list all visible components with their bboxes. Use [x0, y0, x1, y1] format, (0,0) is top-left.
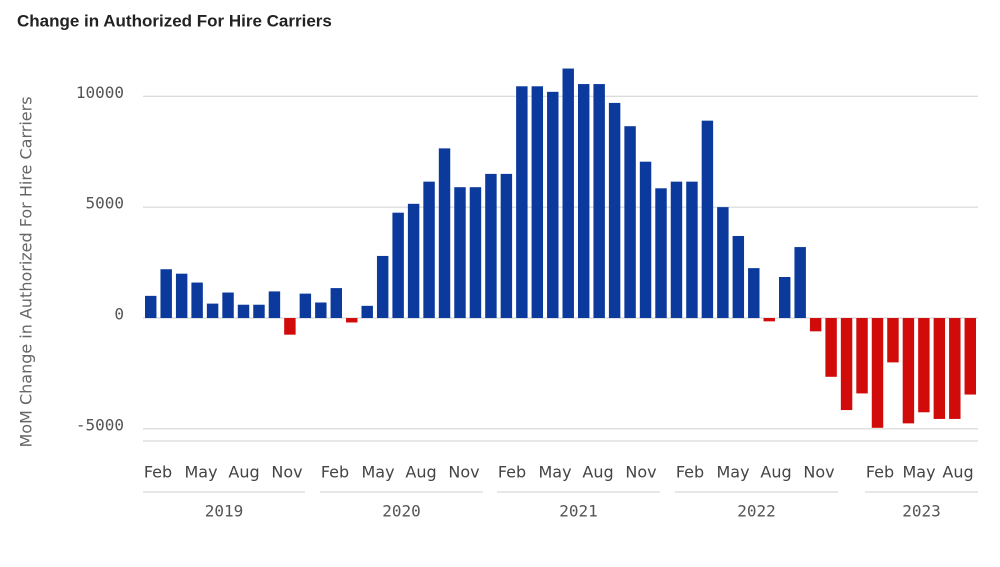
- bar: [856, 318, 868, 394]
- bar: [407, 203, 420, 319]
- y-tick-label: 10000: [76, 83, 124, 102]
- y-axis-label: MoM Change in Authorized For Hire Carrie…: [17, 96, 36, 447]
- bar: [299, 293, 312, 319]
- x-tick-label: Aug: [582, 463, 613, 482]
- bar: [469, 187, 482, 319]
- bar: [608, 102, 621, 319]
- bar: [346, 318, 358, 323]
- bar: [500, 173, 513, 319]
- bar: [175, 273, 188, 319]
- x-tick-label: Feb: [144, 463, 172, 482]
- bar: [191, 282, 203, 319]
- bar: [933, 318, 946, 419]
- x-tick-label: Feb: [676, 463, 704, 482]
- bar: [732, 235, 745, 319]
- year-label: 2019: [205, 502, 244, 521]
- year-label: 2021: [559, 502, 598, 521]
- bar: [145, 295, 157, 319]
- bar: [840, 318, 853, 411]
- x-tick-label: May: [361, 463, 394, 482]
- year-label: 2023: [902, 502, 941, 521]
- bar: [423, 181, 435, 319]
- bar: [902, 318, 915, 424]
- bar: [624, 126, 636, 319]
- bar: [438, 148, 451, 319]
- bar: [330, 288, 343, 319]
- x-tick-label: May: [538, 463, 571, 482]
- bar: [809, 318, 822, 332]
- bar: [284, 318, 296, 335]
- bar: [655, 188, 667, 319]
- bar: [516, 86, 528, 319]
- bar: [485, 173, 497, 319]
- bar: [887, 318, 899, 363]
- x-tick-label: Aug: [760, 463, 791, 482]
- bar: [577, 84, 590, 319]
- bar: [593, 84, 605, 319]
- x-tick-label: May: [716, 463, 749, 482]
- bar: [237, 304, 250, 319]
- bar: [361, 305, 373, 319]
- y-tick-label: 5000: [85, 194, 124, 213]
- bar: [748, 268, 760, 319]
- chart-title: Change in Authorized For Hire Carriers: [17, 11, 332, 30]
- x-tick-label: May: [902, 463, 935, 482]
- x-tick-label: Nov: [625, 463, 656, 482]
- year-label: 2020: [382, 502, 421, 521]
- bar: [454, 187, 466, 319]
- bar: [160, 269, 172, 319]
- bar: [717, 207, 729, 319]
- bar: [547, 91, 559, 319]
- x-tick-label: Feb: [498, 463, 526, 482]
- x-tick-label: Aug: [942, 463, 973, 482]
- bar: [964, 318, 976, 395]
- x-tick-label: Aug: [405, 463, 436, 482]
- x-tick-label: Nov: [448, 463, 479, 482]
- bar: [871, 318, 884, 428]
- bar: [825, 318, 837, 377]
- bar: [315, 302, 327, 319]
- bar: [918, 318, 930, 413]
- bar: [949, 318, 961, 419]
- bar: [268, 291, 281, 319]
- x-tick-label: Aug: [228, 463, 259, 482]
- bar: [222, 292, 234, 319]
- bar: [531, 86, 544, 319]
- bar: [670, 181, 683, 319]
- y-tick-label: 0: [114, 305, 124, 324]
- bar: [562, 68, 574, 319]
- x-tick-label: Nov: [803, 463, 834, 482]
- x-tick-label: Feb: [866, 463, 894, 482]
- x-tick-label: May: [184, 463, 217, 482]
- x-tick-label: Nov: [271, 463, 302, 482]
- bar: [701, 120, 714, 319]
- bar: [778, 277, 791, 319]
- bar: [376, 255, 389, 319]
- bar: [392, 212, 404, 319]
- x-tick-label: Feb: [321, 463, 349, 482]
- bar: [794, 247, 806, 319]
- y-tick-label: -5000: [76, 415, 124, 434]
- bar: [763, 318, 775, 322]
- bar: [206, 303, 219, 319]
- year-label: 2022: [737, 502, 776, 521]
- bar: [639, 161, 652, 319]
- bar: [686, 181, 698, 319]
- bar: [253, 304, 265, 319]
